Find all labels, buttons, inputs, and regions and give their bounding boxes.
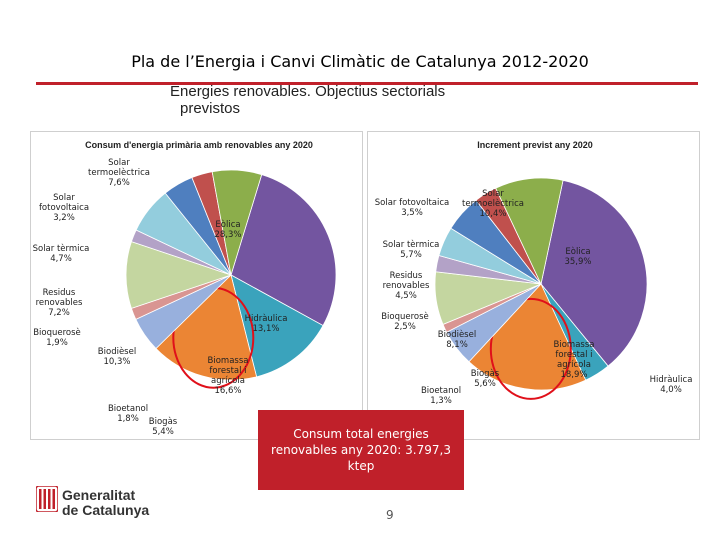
slice-label-biomassa-forestal-i-agricola: Biomassa forestal i agrícola 18,9%	[554, 340, 595, 380]
pie-slice-solar-termoelectrica	[495, 177, 564, 286]
slide-subtitle: Energies renovables. Objectius sectorial…	[170, 83, 445, 117]
pie-slice-hidraulica	[230, 274, 324, 378]
slice-value-residus-renovables: 7,2%	[48, 308, 70, 318]
slice-value-bioetanol: 1,3%	[430, 396, 452, 406]
slice-label-biodiesel: Biodièsel 10,3%	[98, 346, 136, 367]
generalitat-logo-text: Generalitat de Catalunya	[62, 488, 149, 518]
slice-label-solar-termica: Solar tèrmica 5,7%	[383, 239, 440, 260]
chart-panel-increment: Increment previst any 2020 Eòlica 35,9% Hid…	[367, 131, 700, 440]
slice-value-bioquerose: 1,9%	[46, 338, 68, 348]
slice-value-biodiesel: 10,3%	[103, 357, 130, 367]
slice-label-bioquerose: Bioquerosè 1,9%	[33, 327, 81, 348]
slice-value-biodiesel: 8,1%	[446, 340, 468, 350]
slice-value-biomassa-forestal-i-agricola: 18,9%	[560, 370, 587, 380]
pie-slice-biomassa-forestal-i-agricola	[155, 274, 258, 381]
pie-chart-increment: Increment previst any 2020 Eòlica 35,9% Hid…	[375, 140, 693, 406]
slice-value-solar-termica: 5,7%	[400, 250, 422, 260]
slice-value-bioquerose: 2,5%	[394, 322, 416, 332]
logo-line-2: de Catalunya	[62, 502, 150, 518]
slice-value-biogas: 5,6%	[474, 379, 496, 389]
slice-label-eolica: Eòlica 28,3%	[214, 219, 241, 240]
generalitat-logo-icon	[36, 486, 58, 512]
chart-title: Increment previst any 2020	[477, 140, 593, 150]
slice-value-solar-termoelectrica: 10,4%	[479, 209, 506, 219]
total-consumption-text: Consum total energies renovables any 202…	[271, 427, 451, 473]
total-consumption-box: Consum total energies renovables any 202…	[258, 410, 464, 490]
slice-label-hidraulica: Hidràulica 13,1%	[245, 314, 288, 334]
subtitle-line-2: previstos	[180, 100, 241, 117]
page-number: 9	[386, 508, 394, 522]
slice-label-biomassa-forestal-i-agricola: Biomassa forestal i agrícola 16,6%	[208, 356, 249, 396]
chart-panel-primary-consumption: Consum d'energia primària amb renovables…	[30, 131, 363, 440]
slice-label-solar-fotovoltaica: Solar fotovoltaica 3,5%	[375, 198, 449, 218]
chart-title: Consum d'energia primària amb renovables…	[85, 140, 313, 150]
slice-value-solar-fotovoltaica: 3,2%	[53, 213, 75, 223]
slice-label-solar-fotovoltaica: Solar fotovoltaica 3,2%	[39, 193, 89, 223]
pie-slice-solar-termoelectrica	[211, 169, 263, 276]
slice-label-bioetanol: Bioetanol 1,8%	[108, 404, 148, 424]
pie-slice-eolica	[230, 174, 337, 327]
logo-line-1: Generalitat	[62, 487, 136, 503]
slice-label-eolica: Eòlica 35,9%	[564, 246, 591, 267]
slice-value-biogas: 5,4%	[152, 427, 174, 437]
slice-value-bioetanol: 1,8%	[117, 414, 139, 424]
slice-label-biodiesel: Biodièsel 8,1%	[438, 329, 476, 350]
title-rule	[36, 82, 698, 85]
slice-label-residus-renovables: Residus renovables 4,5%	[383, 271, 430, 301]
slice-label-residus-renovables: Residus renovables 7,2%	[36, 288, 83, 318]
slice-label-solar-termoelectrica: Solar termoelèctrica 10,4%	[462, 189, 524, 219]
slice-value-biomassa-forestal-i-agricola: 16,6%	[214, 386, 241, 396]
slice-value-hidraulica: 13,1%	[252, 324, 279, 334]
slice-value-hidraulica: 4,0%	[660, 385, 682, 395]
slice-label-solar-termica: Solar tèrmica 4,7%	[33, 243, 90, 264]
slice-label-hidraulica: Hidràulica 4,0%	[650, 375, 693, 395]
highlight-ring	[489, 297, 572, 400]
slide-title: Pla de l’Energia i Canvi Climàtic de Cat…	[131, 52, 589, 71]
slice-value-eolica: 35,9%	[564, 257, 591, 267]
pie-chart-primary-consumption: Consum d'energia primària amb renovables…	[33, 140, 337, 437]
pie-slice-eolica	[540, 179, 648, 367]
slice-value-eolica: 28,3%	[214, 230, 241, 240]
slice-label-solar-termoelectrica: Solar termoelèctrica 7,6%	[88, 158, 150, 188]
slice-value-solar-termoelectrica: 7,6%	[108, 178, 130, 188]
slice-label-biogas: Biogàs 5,4%	[149, 417, 178, 437]
slice-label-bioquerose: Bioquerosè 2,5%	[381, 311, 429, 332]
slice-label-biogas: Biogàs 5,6%	[471, 369, 500, 389]
slice-value-solar-fotovoltaica: 3,5%	[401, 208, 423, 218]
pie-slice-biomassa-forestal-i-agricola	[468, 283, 587, 391]
slice-value-solar-termica: 4,7%	[50, 254, 72, 264]
subtitle-line-1: Energies renovables. Objectius sectorial…	[170, 83, 446, 100]
slice-label-bioetanol: Bioetanol 1,3%	[421, 386, 461, 406]
slice-value-residus-renovables: 4,5%	[395, 291, 417, 301]
